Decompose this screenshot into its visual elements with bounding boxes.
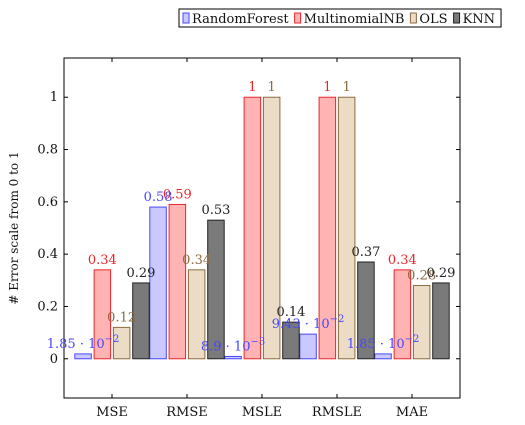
data-label: 0.29 <box>426 266 455 281</box>
bar <box>299 333 317 360</box>
data-label: 0.28 <box>407 269 436 284</box>
legend-label: KNN <box>463 12 495 27</box>
legend-swatch <box>409 12 417 24</box>
bar <box>224 355 242 360</box>
bar <box>432 282 450 360</box>
data-label: 0.37 <box>351 245 380 260</box>
bar <box>262 96 281 360</box>
data-labels: 1.85 · 10−20.588.9 · 10−39.43 · 10−21.85… <box>47 80 456 354</box>
legend: RandomForest MultinomialNB OLS KNN <box>178 8 502 28</box>
bar <box>243 96 262 360</box>
data-label: 0.14 <box>276 305 305 320</box>
y-tick-label: 0.6 <box>37 195 58 210</box>
axes: 0 0.2 0.4 0.6 0.8 1 MSE RMSE MSLE RMSLE MAE <box>37 58 460 420</box>
legend-label: MultinomialNB <box>304 12 405 27</box>
data-label: 1.85 · 10−2 <box>347 334 420 352</box>
data-label: 1.85 · 10−2 <box>47 334 120 352</box>
bar <box>207 219 225 360</box>
legend-swatch <box>453 12 461 24</box>
data-label: 0.29 <box>126 266 155 281</box>
bar <box>412 285 431 360</box>
data-label: 0.12 <box>107 310 136 325</box>
data-label: 1 <box>343 80 351 95</box>
bar <box>374 353 392 360</box>
legend-label: OLS <box>419 12 447 27</box>
bar <box>318 96 337 360</box>
x-tick-label: RMSE <box>166 405 208 420</box>
bar <box>132 282 150 360</box>
bar <box>393 269 412 360</box>
bar <box>149 206 167 360</box>
y-axis-title: # Error scale from 0 to 1 <box>7 151 21 304</box>
x-tick-label: MSLE <box>242 405 282 420</box>
bar <box>74 353 92 360</box>
data-label: 0.58 <box>144 190 173 205</box>
data-label: 0.59 <box>163 187 192 202</box>
bar <box>112 326 131 360</box>
bars <box>74 96 450 360</box>
y-tick-label: 0.4 <box>37 247 58 262</box>
legend-label: RandomForest <box>192 12 289 27</box>
data-label: 0.53 <box>201 203 230 218</box>
plot-area: 0 0.2 0.4 0.6 0.8 1 MSE RMSE MSLE RMSLE MAE 1.85 ·… <box>37 57 461 420</box>
data-label: 1 <box>323 80 331 95</box>
bar <box>282 321 300 360</box>
x-tick-label: MSE <box>96 405 128 420</box>
legend-swatch <box>182 12 190 24</box>
bar <box>357 261 375 360</box>
data-label: 9.43 · 10−2 <box>272 314 345 332</box>
legend-box <box>178 8 502 28</box>
data-label: 8.9 · 10−3 <box>201 336 265 354</box>
bar <box>93 269 112 360</box>
y-tick-label: 1 <box>50 90 58 105</box>
y-tick-label: 0.8 <box>37 143 58 158</box>
legend-swatch <box>294 12 302 24</box>
data-label: 0.34 <box>388 253 417 268</box>
data-label: 0.34 <box>88 253 117 268</box>
y-tick-label: 0 <box>50 352 58 367</box>
x-tick-label: RMSLE <box>312 405 362 420</box>
data-label: 0.34 <box>182 253 211 268</box>
data-label: 1 <box>268 80 276 95</box>
bar <box>168 203 187 360</box>
bar <box>337 96 356 360</box>
bar <box>187 269 206 360</box>
x-tick-label: MAE <box>396 405 428 420</box>
y-tick-label: 0.2 <box>37 299 58 314</box>
data-label: 1 <box>248 80 256 95</box>
